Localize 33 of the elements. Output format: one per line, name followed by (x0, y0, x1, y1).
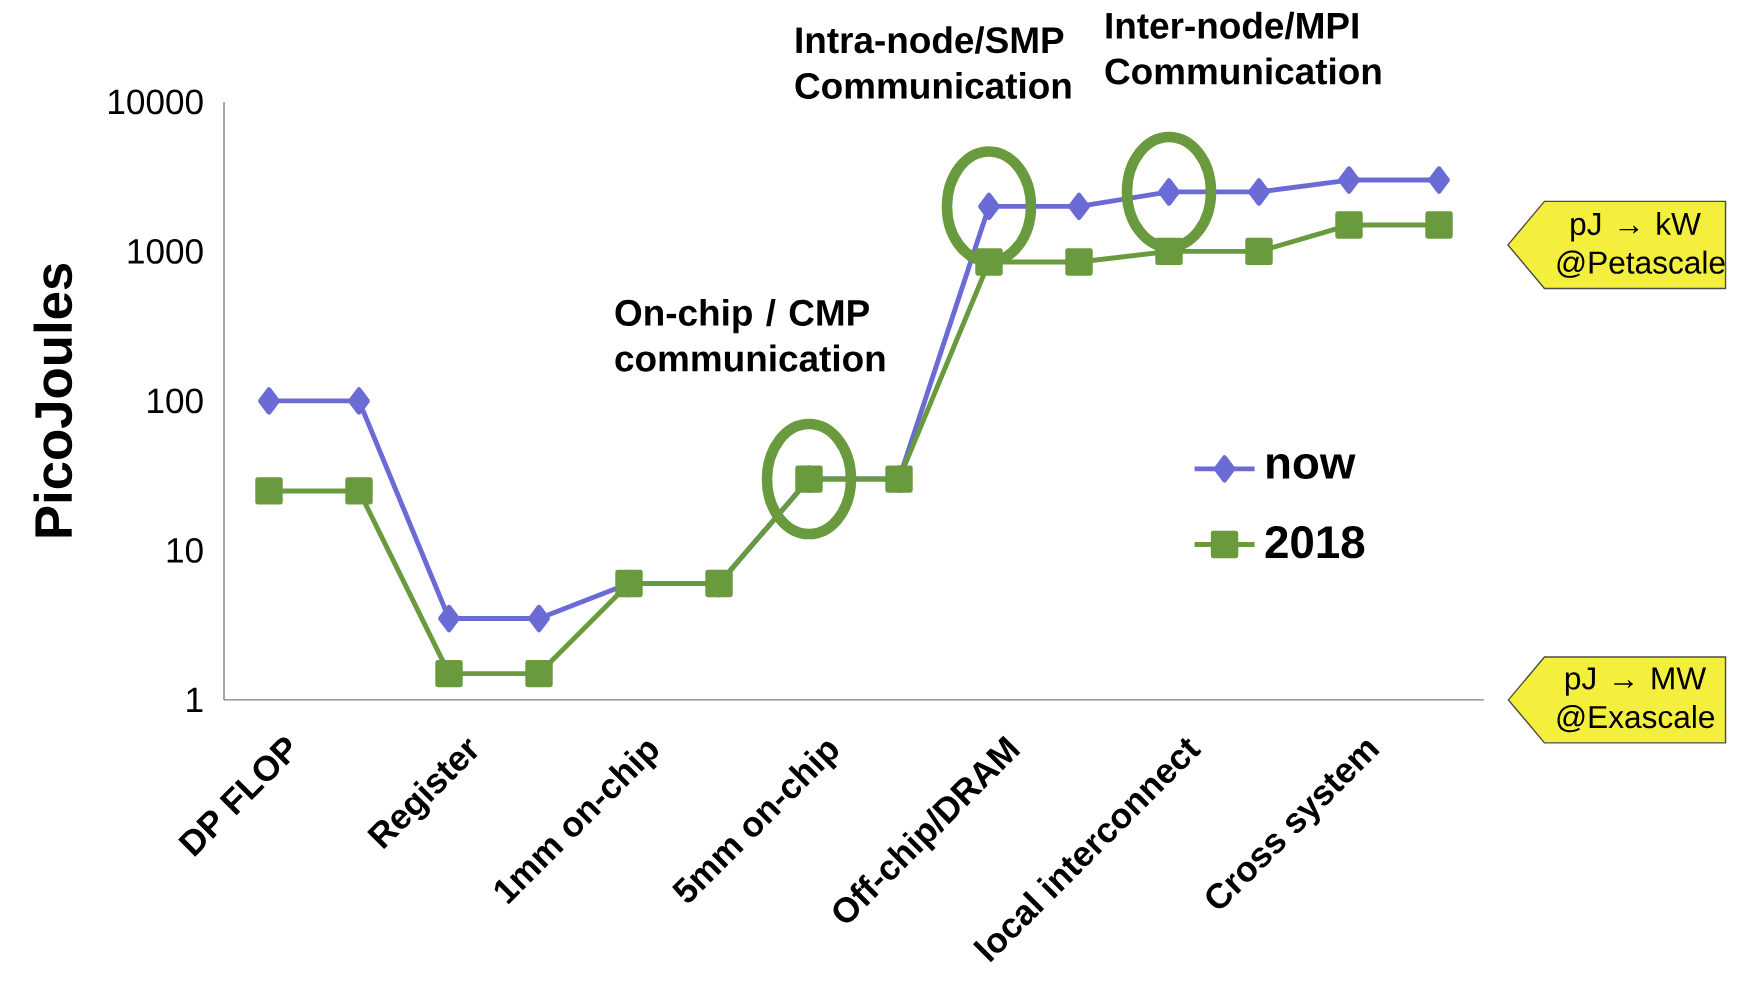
point (348, 387, 370, 415)
point (975, 248, 1003, 276)
y-tick-label: 1 (187, 687, 203, 713)
point (1245, 237, 1273, 266)
legend-label: 2018 (1265, 526, 1365, 559)
point (435, 659, 463, 688)
point (345, 477, 373, 505)
point (1425, 211, 1453, 239)
point (255, 477, 283, 505)
text: pJ → kW @Petascale (1557, 211, 1725, 278)
point (978, 192, 1000, 221)
point (1065, 248, 1093, 276)
y-tick-label: 10 (167, 538, 203, 563)
annotation: Inter-node/MPI Communication (1105, 11, 1381, 85)
point (1338, 166, 1360, 194)
point (525, 659, 553, 688)
point (1158, 178, 1180, 206)
point (438, 604, 460, 633)
y-axis-title: PicoJoules (33, 263, 73, 537)
point (528, 604, 550, 633)
point (1428, 166, 1450, 194)
point (1068, 192, 1090, 221)
annotation: Intra-node/SMP Communication (795, 26, 1071, 100)
point (1335, 211, 1363, 239)
point (1155, 237, 1183, 266)
y-tick-label: 10000 (109, 89, 203, 115)
y-tick-label: 100 (148, 388, 203, 414)
y-tick-label: 1000 (128, 239, 203, 264)
point (258, 387, 280, 415)
legend-label: now (1267, 454, 1356, 480)
point (1248, 178, 1270, 206)
annotation: On-chip / CMP communication (615, 298, 885, 372)
text: pJ → MW @Exascale (1557, 667, 1715, 733)
